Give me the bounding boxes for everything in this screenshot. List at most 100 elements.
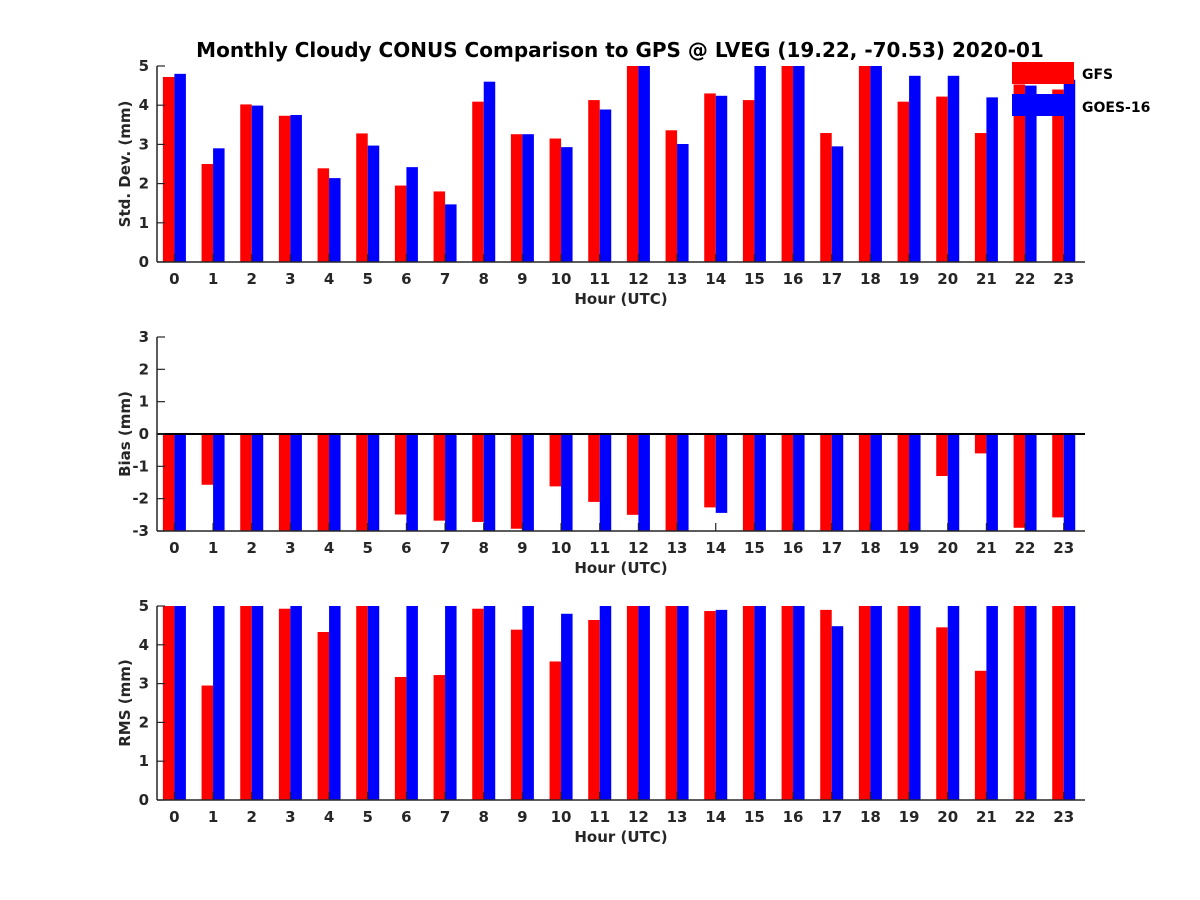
bar-gfs-h19 — [897, 434, 910, 531]
bar-gfs-h20 — [936, 627, 948, 800]
bar-goes-16-h12 — [638, 66, 650, 262]
x-tick-label: 20 — [937, 539, 958, 557]
bar-goes-16-h1 — [213, 434, 225, 531]
x-tick-label: 9 — [517, 270, 527, 288]
bar-goes-16-h12 — [638, 434, 650, 531]
x-tick-label: 7 — [440, 270, 450, 288]
x-tick-label: 18 — [860, 539, 881, 557]
x-tick-label: 12 — [628, 539, 649, 557]
bar-goes-16-h2 — [251, 434, 264, 531]
bar-goes-16-h19 — [909, 606, 921, 800]
y-tick-label: 0 — [139, 253, 149, 271]
bar-goes-16-h20 — [947, 75, 960, 262]
bar-goes-16-h23 — [1063, 606, 1076, 800]
x-tick-label: 9 — [517, 808, 527, 826]
y-tick-label: 1 — [139, 752, 149, 770]
bar-gfs-h21 — [974, 434, 987, 454]
x-tick-label: 22 — [1015, 270, 1036, 288]
bar-gfs-h20 — [936, 434, 948, 477]
x-tick-label: 8 — [479, 539, 489, 557]
bar-gfs-h1 — [201, 685, 214, 800]
x-tick-label: 6 — [401, 270, 411, 288]
x-tick-label: 14 — [705, 539, 726, 557]
x-axis-label: Hour (UTC) — [574, 290, 667, 308]
bar-goes-16-h17 — [831, 434, 844, 531]
bar-goes-16-h21 — [986, 97, 998, 262]
bar-goes-16-h17 — [831, 626, 844, 800]
bar-gfs-h2 — [240, 606, 252, 800]
bar-goes-16-h6 — [406, 434, 418, 531]
bar-gfs-h7 — [433, 434, 446, 521]
bar-gfs-h11 — [588, 434, 600, 502]
bar-goes-16-h16 — [793, 66, 805, 262]
bar-goes-16-h11 — [599, 109, 612, 262]
bar-gfs-h12 — [626, 434, 639, 515]
bar-goes-16-h15 — [754, 606, 766, 800]
bar-goes-16-h17 — [831, 146, 844, 262]
y-tick-label: 1 — [139, 214, 149, 232]
bar-gfs-h21 — [974, 670, 987, 800]
x-tick-label: 5 — [363, 808, 373, 826]
y-tick-label: 0 — [139, 425, 149, 443]
x-tick-label: 14 — [705, 270, 726, 288]
x-tick-label: 15 — [744, 808, 765, 826]
bar-gfs-h10 — [549, 434, 562, 487]
x-tick-label: 17 — [821, 808, 842, 826]
bar-gfs-h12 — [626, 606, 639, 800]
bar-gfs-h0 — [162, 606, 175, 800]
x-tick-label: 11 — [589, 808, 610, 826]
bar-gfs-h18 — [858, 606, 871, 800]
bar-gfs-h15 — [742, 434, 755, 531]
y-tick-label: 3 — [139, 675, 149, 693]
bar-gfs-h21 — [974, 133, 987, 262]
bar-goes-16-h3 — [290, 606, 302, 800]
x-tick-label: 1 — [208, 539, 218, 557]
x-axis-label: Hour (UTC) — [574, 828, 667, 846]
bar-gfs-h17 — [820, 133, 832, 262]
x-tick-label: 21 — [976, 539, 997, 557]
bar-goes-16-h0 — [174, 73, 186, 262]
bar-goes-16-h7 — [445, 434, 457, 531]
bar-goes-16-h21 — [986, 606, 998, 800]
bar-goes-16-h6 — [406, 167, 418, 262]
bar-goes-16-h10 — [561, 434, 573, 531]
y-tick-label: 2 — [139, 360, 149, 378]
bar-gfs-h0 — [162, 76, 175, 262]
bar-goes-16-h20 — [947, 606, 960, 800]
y-tick-label: 3 — [139, 328, 149, 346]
bar-goes-16-h0 — [174, 606, 186, 800]
x-tick-label: 14 — [705, 808, 726, 826]
bar-goes-16-h6 — [406, 606, 418, 800]
y-tick-label: 4 — [139, 96, 149, 114]
bar-goes-16-h21 — [986, 434, 998, 531]
bar-gfs-h4 — [317, 632, 330, 800]
bar-gfs-h6 — [394, 434, 407, 515]
y-tick-label: 1 — [139, 393, 149, 411]
bar-gfs-h10 — [549, 661, 562, 800]
bar-gfs-h16 — [781, 434, 794, 531]
bar-gfs-h0 — [162, 434, 175, 531]
bar-goes-16-h7 — [445, 204, 457, 262]
x-tick-label: 23 — [1053, 808, 1074, 826]
bar-goes-16-h8 — [483, 434, 496, 531]
bar-gfs-h13 — [665, 434, 678, 531]
legend-swatch-gfs — [1012, 62, 1074, 84]
bar-gfs-h3 — [278, 608, 291, 800]
x-tick-label: 20 — [937, 270, 958, 288]
bar-goes-16-h10 — [561, 147, 573, 262]
bar-goes-16-h9 — [522, 606, 534, 800]
x-tick-label: 0 — [169, 270, 179, 288]
bar-goes-16-h5 — [367, 145, 380, 262]
bar-goes-16-h14 — [715, 609, 728, 800]
bar-goes-16-h2 — [251, 606, 264, 800]
bar-gfs-h23 — [1052, 434, 1064, 518]
bar-goes-16-h13 — [677, 144, 689, 262]
y-axis-label: RMS (mm) — [116, 659, 134, 746]
bar-gfs-h23 — [1052, 89, 1064, 263]
x-tick-label: 7 — [440, 808, 450, 826]
x-tick-label: 0 — [169, 808, 179, 826]
x-tick-label: 17 — [821, 270, 842, 288]
x-tick-label: 10 — [551, 270, 572, 288]
bar-gfs-h15 — [742, 606, 755, 800]
